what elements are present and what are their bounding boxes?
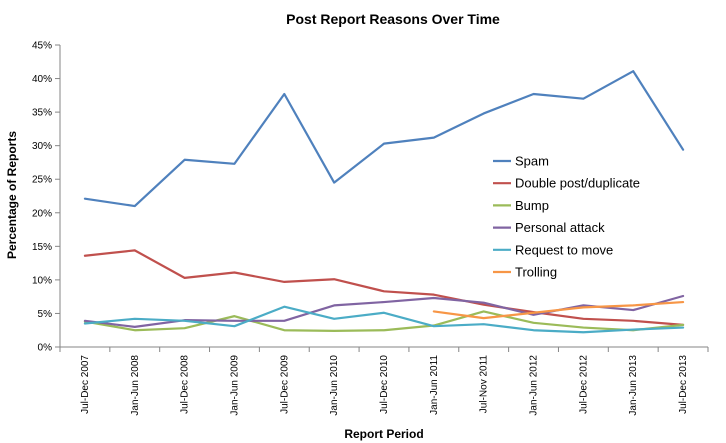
x-tick-label: Jan-Jun 2009 xyxy=(229,355,240,416)
y-tick-label: 15% xyxy=(32,242,52,253)
x-tick-label: Jul-Dec 2012 xyxy=(578,355,589,414)
x-tick-label: Jul-Dec 2010 xyxy=(379,355,390,414)
y-tick-label: 40% xyxy=(32,74,52,85)
legend-label: Bump xyxy=(515,198,549,213)
x-tick-label: Jan-Jun 2012 xyxy=(529,355,540,416)
x-tick-label: Jan-Jun 2010 xyxy=(329,355,340,416)
legend-label: Trolling xyxy=(515,265,557,280)
y-tick-label: 20% xyxy=(32,208,52,219)
x-tick-label: Jul-Dec 2007 xyxy=(80,355,91,414)
series-line-trolling xyxy=(432,300,685,320)
x-tick-label: Jul-Nov 2011 xyxy=(479,355,490,414)
series-line-personal-attack xyxy=(83,294,685,328)
series-line-spam xyxy=(83,70,685,208)
x-axis-title: Report Period xyxy=(344,427,423,441)
x-tick-label: Jul-Dec 2009 xyxy=(279,355,290,414)
x-tick-label: Jul-Dec 2013 xyxy=(678,355,689,414)
x-tick-label: Jul-Dec 2008 xyxy=(180,355,191,414)
y-axis-title: Percentage of Reports xyxy=(5,131,19,259)
x-tick-label: Jan-Jun 2013 xyxy=(628,355,639,416)
x-axis: Jul-Dec 2007 Jan-Jun 2008 Jul-Dec 2008 Jan-… xyxy=(59,346,709,416)
series-line-bump xyxy=(83,310,685,332)
legend-label: Personal attack xyxy=(515,220,605,235)
legend-label: Double post/duplicate xyxy=(515,176,640,191)
y-tick-label: 35% xyxy=(32,108,52,119)
y-tick-label: 5% xyxy=(38,309,53,320)
y-tick-label: 30% xyxy=(32,141,52,152)
y-tick-label: 25% xyxy=(32,175,52,186)
legend-label: Request to move xyxy=(515,242,613,257)
series-lines xyxy=(83,70,685,334)
chart-title: Post Report Reasons Over Time xyxy=(286,11,500,27)
x-tick-label: Jan-Jun 2011 xyxy=(429,355,440,415)
y-tick-label: 0% xyxy=(38,343,53,354)
series-line-double-post-duplicate xyxy=(83,249,685,326)
series-line-request-to-move xyxy=(83,305,685,334)
y-tick-label: 45% xyxy=(32,41,52,52)
legend-label: Spam xyxy=(515,154,549,169)
y-tick-label: 10% xyxy=(32,275,52,286)
legend: Spam Double post/duplicate Bump Personal at… xyxy=(493,154,640,280)
x-tick-label: Jan-Jun 2008 xyxy=(130,355,141,416)
y-axis: 0% 5% 10% 15% 20% 25% 30% 35% 40% 45% xyxy=(32,41,61,354)
